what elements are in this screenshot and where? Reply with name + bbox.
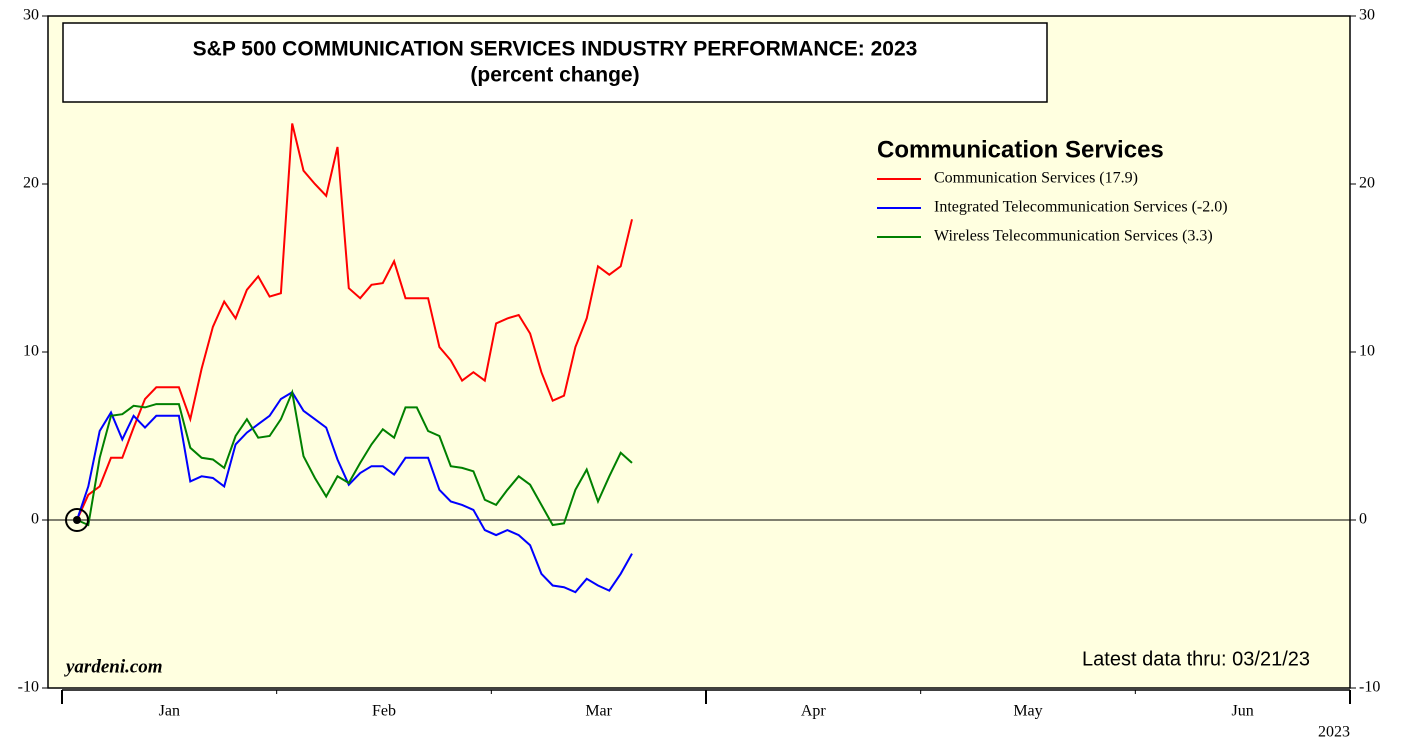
y-tick-label: 30 [23,7,39,24]
chart-title: S&P 500 COMMUNICATION SERVICES INDUSTRY … [193,38,918,61]
y-tick-label: -10 [18,679,39,696]
source: yardeni.com [64,656,163,677]
y2-tick-label: 30 [1359,7,1375,24]
y-tick-label: 20 [23,175,39,192]
series-line [76,123,633,521]
title-box [62,22,1048,103]
y-tick-label: 0 [31,511,39,528]
origin-marker [65,508,89,532]
x-tick-label: Jan [159,703,180,720]
y2-tick-label: 10 [1359,343,1375,360]
x-tick-label: Feb [372,703,396,720]
origin-dot [73,516,81,524]
series-line [76,388,633,527]
legend-label: Communication Services (17.9) [934,170,1138,187]
plot-area [47,15,1351,689]
series-line [76,390,633,594]
y-tick-label: 10 [23,343,39,360]
x-tick-label: May [1013,703,1042,720]
note: Latest data thru: 03/21/23 [1082,648,1310,670]
legend-label: Integrated Telecommunication Services (-… [934,199,1228,216]
y2-tick-label: -10 [1359,679,1380,696]
x-tick-label: Apr [801,703,827,720]
legend-label: Wireless Telecommunication Services (3.3… [934,228,1213,245]
y2-tick-label: 0 [1359,511,1367,528]
chart-subtitle: (percent change) [470,64,639,87]
x-tick-label: Mar [585,703,612,720]
y2-tick-label: 20 [1359,175,1375,192]
x-tick-label: Jun [1232,703,1254,720]
year-label: 2023 [1318,724,1350,741]
legend-title: Communication Services [877,136,1164,163]
